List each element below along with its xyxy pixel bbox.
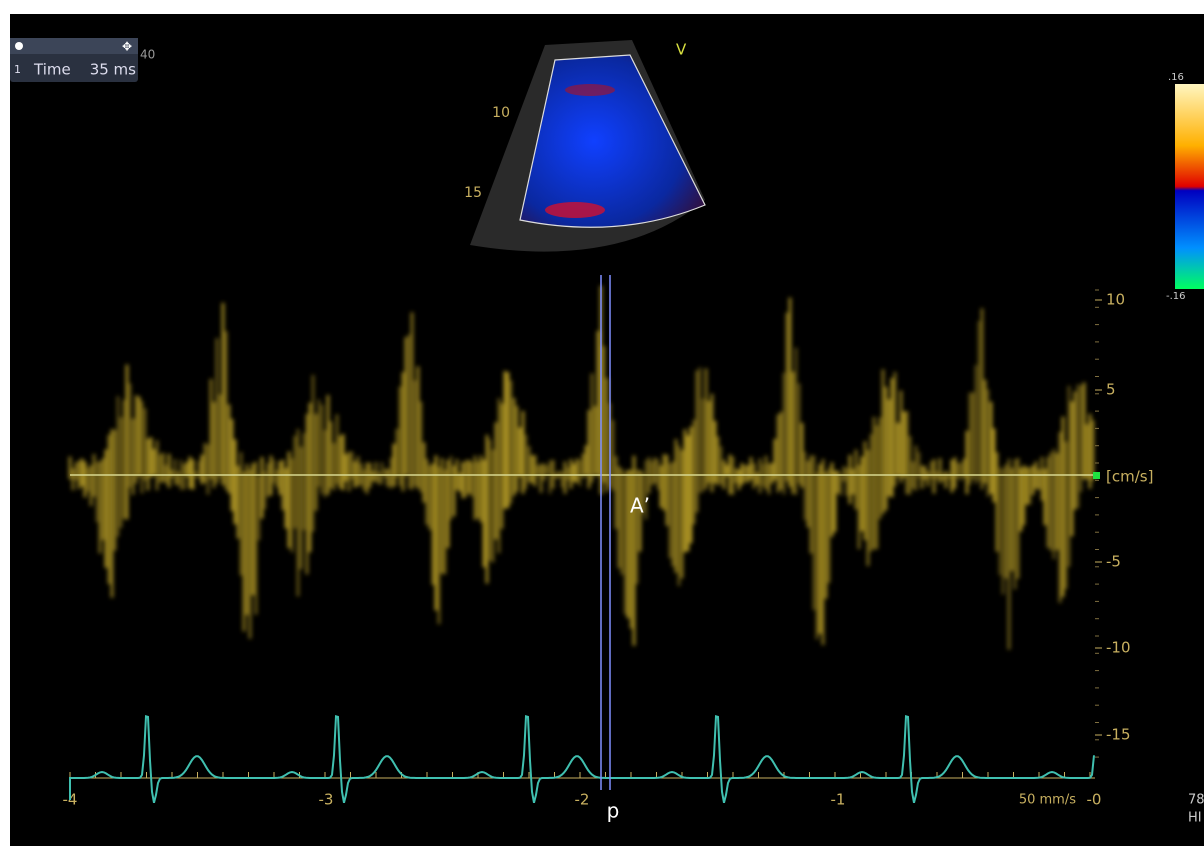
flow-red [565,84,615,96]
time-label: -1 [831,791,846,809]
marker-annotation: p [607,799,620,823]
time-label: -0 [1087,791,1102,809]
info-box: ✥ 1 Time 35 ms 40 [10,38,155,82]
ultrasound-screen: ✥ 1 Time 35 ms 40 V 10 15 .16 -.16 10 5 -5… [0,0,1204,846]
flow-red [545,202,605,218]
time-label: -3 [319,791,334,809]
color-bar-min: -.16 [1166,291,1186,302]
collapse-icon[interactable] [15,42,23,50]
velocity-label: -15 [1106,726,1131,744]
info-index: 1 [14,63,21,76]
velocity-label: 5 [1106,381,1116,399]
info-depth: 40 [140,48,155,62]
color-bar [1175,84,1204,289]
sweep-speed: 50 mm/s [1019,793,1076,808]
hr-label: HI [1188,811,1202,826]
velocity-label: -10 [1106,639,1131,657]
depth-label: 15 [464,185,482,201]
info-value: 35 ms [90,61,136,79]
color-bar-max: .16 [1168,72,1184,83]
info-label: Time [33,61,71,79]
time-label: -2 [575,791,590,809]
info-box-header [10,38,138,54]
wave-annotation: A’ [630,494,650,518]
move-icon[interactable]: ✥ [122,40,132,54]
mode-label: V [676,41,687,59]
depth-label: 10 [492,105,510,121]
velocity-unit: [cm/s] [1106,468,1153,486]
rate-value: 78 [1188,793,1204,808]
baseline-marker[interactable] [1093,472,1100,479]
velocity-label: 10 [1106,291,1125,309]
velocity-label: -5 [1106,553,1121,571]
